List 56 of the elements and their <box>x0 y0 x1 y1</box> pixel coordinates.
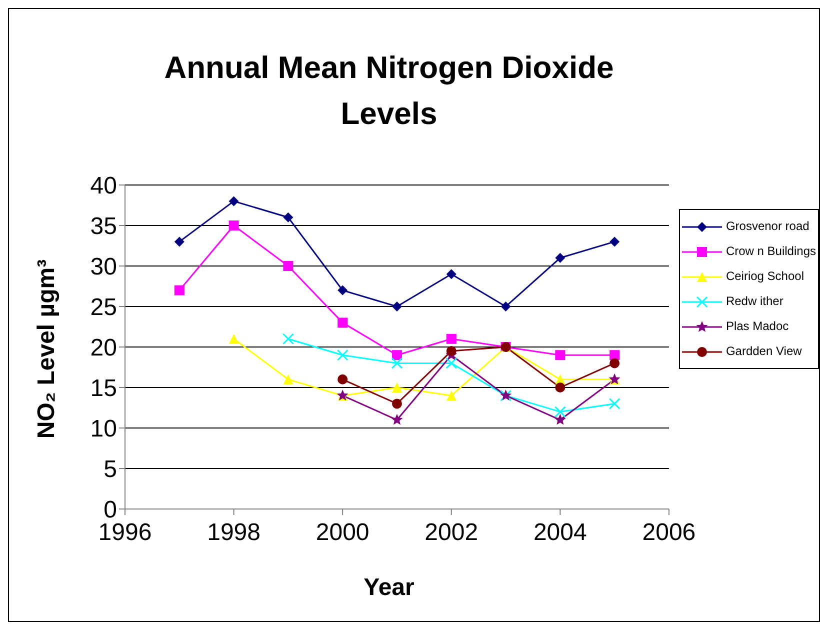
x-tick-label: 2004 <box>533 519 587 546</box>
y-tick-label: 20 <box>90 334 117 362</box>
point <box>554 406 566 418</box>
point <box>392 398 402 409</box>
x-tick-label: 1998 <box>207 519 260 546</box>
point <box>500 302 511 312</box>
legend-label: Redw ither <box>726 294 784 308</box>
point <box>610 350 620 360</box>
point <box>446 346 456 356</box>
point <box>283 261 294 271</box>
point <box>555 252 566 263</box>
point <box>228 196 239 206</box>
legend-label: Plas Madoc <box>726 319 789 333</box>
point <box>446 269 456 280</box>
y-tick-label: 30 <box>90 254 117 281</box>
x-tick-label: 2006 <box>642 519 696 546</box>
point <box>338 374 348 384</box>
point <box>336 349 348 361</box>
y-tick-label: 15 <box>90 375 117 402</box>
legend-label: Grosvenor road <box>726 219 810 233</box>
point <box>174 285 184 296</box>
y-tick-label: 10 <box>90 416 117 443</box>
x-axis-title: Year <box>362 574 416 602</box>
point <box>446 334 456 344</box>
point <box>283 212 294 222</box>
point <box>228 220 239 230</box>
legend-label: Ceiriog School <box>726 269 804 283</box>
point <box>228 334 239 344</box>
y-tick-label: 35 <box>90 213 117 240</box>
point <box>608 398 620 410</box>
point <box>446 357 458 369</box>
x-tick-label: 2000 <box>316 519 370 546</box>
point <box>174 236 184 247</box>
y-axis-title: NO₂ Level µgm³ <box>33 259 61 439</box>
point <box>555 350 566 360</box>
point <box>338 285 348 296</box>
point <box>554 414 566 425</box>
point <box>392 382 402 392</box>
point <box>392 350 402 360</box>
legend-label: Gardden View <box>726 344 802 358</box>
point <box>555 382 566 392</box>
point <box>446 390 456 401</box>
y-tick-label: 40 <box>90 172 117 200</box>
point <box>391 357 403 369</box>
y-tick-label: 5 <box>104 456 117 484</box>
point <box>338 318 348 328</box>
point <box>391 414 403 425</box>
legend-label: Crow n Buildings <box>726 244 816 258</box>
point <box>610 358 620 368</box>
point <box>282 333 294 345</box>
point <box>283 374 294 384</box>
y-tick-label: 25 <box>90 294 117 322</box>
point <box>610 236 620 247</box>
point <box>392 302 402 312</box>
x-tick-label: 2002 <box>424 519 478 546</box>
chart-title: Annual Mean Nitrogen Dioxide Levels <box>163 49 615 133</box>
